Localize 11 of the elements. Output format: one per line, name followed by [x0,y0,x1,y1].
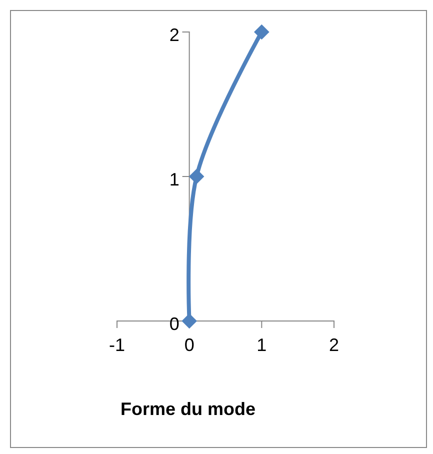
x-tick-label: 2 [328,334,340,355]
x-axis-title: Forme du mode [120,399,256,419]
point [254,24,270,40]
point [182,313,198,329]
y-tick-label: 1 [169,170,180,190]
y-tick-label: 2 [169,25,180,45]
point [188,168,204,184]
y-tick-label: 0 [169,314,180,334]
x-tick-label: -1 [108,334,126,355]
x-tick-label: 0 [184,334,194,355]
x-tick-label: 1 [256,334,267,355]
